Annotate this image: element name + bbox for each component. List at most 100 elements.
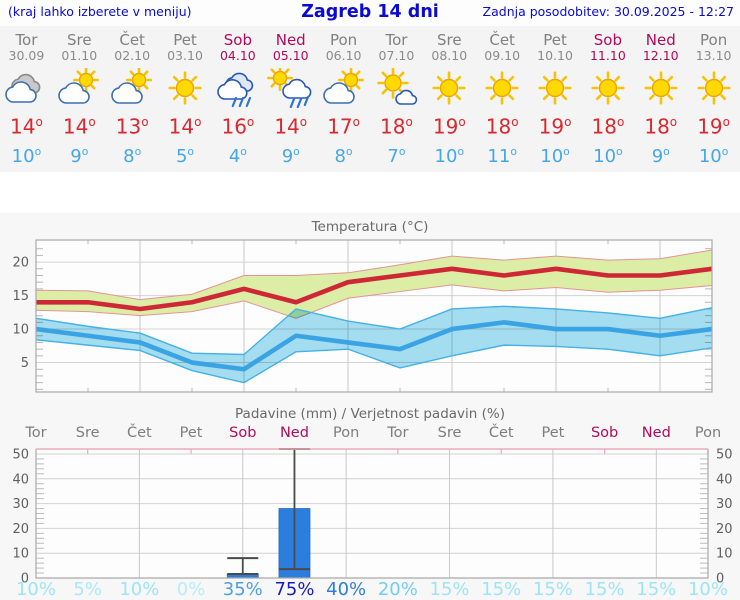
day-date: 04.10 — [219, 48, 256, 63]
cloudy-icon — [2, 68, 50, 108]
day-date: 01.10 — [61, 48, 98, 63]
precipitation-day-labels: Tor Sre Čet Pet Sob Ned Pon Tor Sre Čet Pet Sob Ned P… — [0, 425, 740, 443]
vreme-us-link[interactable]: vreme.us — [560, 240, 626, 256]
day-column: Pet 03.10 14o 5o — [159, 26, 212, 172]
day-date: 30.09 — [8, 48, 45, 63]
location-menu-hint: (kraj lahko izberete v meniju) — [8, 4, 192, 19]
day-name: Tor — [15, 31, 38, 49]
day-column: Pon 06.10 17o 8o — [317, 26, 370, 172]
day-name: Ned — [645, 31, 676, 49]
day-column: Sob 04.10 16o 4o — [211, 26, 264, 172]
day-name: Sob — [593, 31, 622, 49]
max-temperature: 14o — [168, 114, 202, 139]
day-column: Sre 01.10 14o 9o — [53, 26, 106, 172]
precip-probability: 40% — [326, 579, 367, 600]
max-temperature: 18o — [380, 114, 413, 139]
mostly-sunny-icon — [372, 67, 420, 108]
precip-day-label: Tor — [25, 425, 47, 441]
day-name: Pet — [173, 31, 197, 49]
max-temperature: 19o — [538, 114, 572, 139]
day-date: 10.10 — [537, 48, 573, 63]
day-date: 07.10 — [378, 48, 415, 63]
max-temperature: 18o — [485, 114, 519, 139]
sunny-icon — [531, 68, 579, 108]
day-date: 13.10 — [695, 48, 732, 63]
rain-icon — [214, 68, 262, 108]
sunny-icon — [584, 68, 632, 108]
partly-icon — [320, 66, 368, 108]
day-date: 09.10 — [484, 48, 521, 63]
max-temperature: 17o — [327, 114, 360, 139]
day-column: Čet 09.10 18o 11o — [476, 26, 529, 172]
precip-probability: 20% — [377, 579, 418, 600]
partly-icon — [108, 66, 156, 108]
precip-day-label: Sre — [75, 425, 100, 441]
day-name: Čet — [119, 31, 145, 49]
sunny-icon — [637, 68, 685, 108]
day-column: Tor 30.09 14o 10o — [0, 26, 53, 172]
min-temperature: 10o — [698, 144, 729, 167]
sunny-icon — [161, 68, 209, 108]
precip-probability: 10% — [687, 579, 728, 600]
min-temperature: 8o — [123, 144, 142, 167]
max-temperature: 19o — [697, 114, 730, 139]
min-temperature: 9o — [651, 144, 670, 167]
max-temperature: 19o — [432, 114, 466, 139]
precip-day-label: Čet — [488, 425, 514, 441]
day-date: 08.10 — [431, 48, 468, 63]
precip-day-label: Pon — [332, 425, 360, 441]
precip-day-label: Tor — [387, 425, 409, 441]
precip-probability: 0% — [176, 579, 206, 600]
min-temperature: 9o — [281, 144, 300, 167]
day-column: Pon 13.10 19o 10o — [687, 26, 740, 172]
day-date: 05.10 — [272, 48, 309, 63]
day-name: Sre — [66, 31, 92, 49]
page-title: Zagreb 14 dni — [301, 2, 439, 22]
sunny-icon — [425, 68, 473, 108]
precip-probability: 15% — [429, 579, 470, 600]
precip-probability: 15% — [481, 579, 522, 600]
max-temperature: 14o — [274, 114, 308, 139]
precip-probability: 10% — [119, 579, 160, 600]
day-date: 11.10 — [589, 48, 626, 63]
min-temperature: 4o — [228, 144, 247, 167]
day-name: Čet — [489, 31, 515, 49]
precip-day-label: Sob — [590, 425, 619, 441]
precip-day-label: Pet — [541, 425, 565, 441]
precip-probability: 10% — [15, 579, 56, 600]
temperature-chart-title: Temperatura (°C) — [311, 219, 429, 235]
day-name: Ned — [275, 31, 306, 49]
precip-day-label: Pon — [694, 425, 722, 441]
precip-probability: 15% — [532, 579, 573, 600]
day-column: Ned 05.10 14o 9o — [264, 26, 317, 172]
max-temperature: 16o — [221, 114, 255, 139]
day-name: Pet — [543, 31, 567, 49]
last-update-label: Zadnja posodobitev: 30.09.2025 - 12:27 — [482, 4, 734, 19]
day-column: Tor 07.10 18o 7o — [370, 26, 423, 172]
day-date: 02.10 — [114, 48, 151, 63]
precip-probability: 75% — [274, 579, 315, 600]
partly-icon — [55, 66, 103, 108]
min-temperature: 7o — [387, 144, 406, 167]
precip-day-label: Ned — [279, 425, 309, 441]
day-date: 03.10 — [167, 48, 203, 63]
day-date: 06.10 — [325, 48, 362, 63]
day-column: Sob 11.10 18o 10o — [581, 26, 634, 172]
max-temperature: 18o — [591, 114, 625, 139]
max-temperature: 13o — [115, 114, 149, 139]
day-column: Sre 08.10 19o 10o — [423, 26, 476, 172]
sunny-icon — [478, 68, 526, 108]
sunny-icon — [690, 68, 738, 108]
max-temperature: 14o — [10, 114, 43, 139]
precipitation-probability-row: 10% 5% 10% 0% 35% 75% 40% 20% 15% 15% 15% 15% 15% 10% — [0, 579, 740, 600]
precip-probability: 15% — [636, 579, 677, 600]
min-temperature: 10o — [540, 144, 570, 167]
max-temperature: 14o — [62, 114, 96, 139]
day-column: Čet 02.10 13o 8o — [106, 26, 159, 172]
min-temperature: 10o — [434, 144, 465, 167]
min-temperature: 8o — [334, 144, 353, 167]
day-column: Ned 12.10 18o 9o — [634, 26, 687, 172]
precip-day-label: Pet — [179, 425, 203, 441]
precipitation-chart-title: Padavine (mm) / Verjetnost padavin (%) — [235, 406, 505, 422]
